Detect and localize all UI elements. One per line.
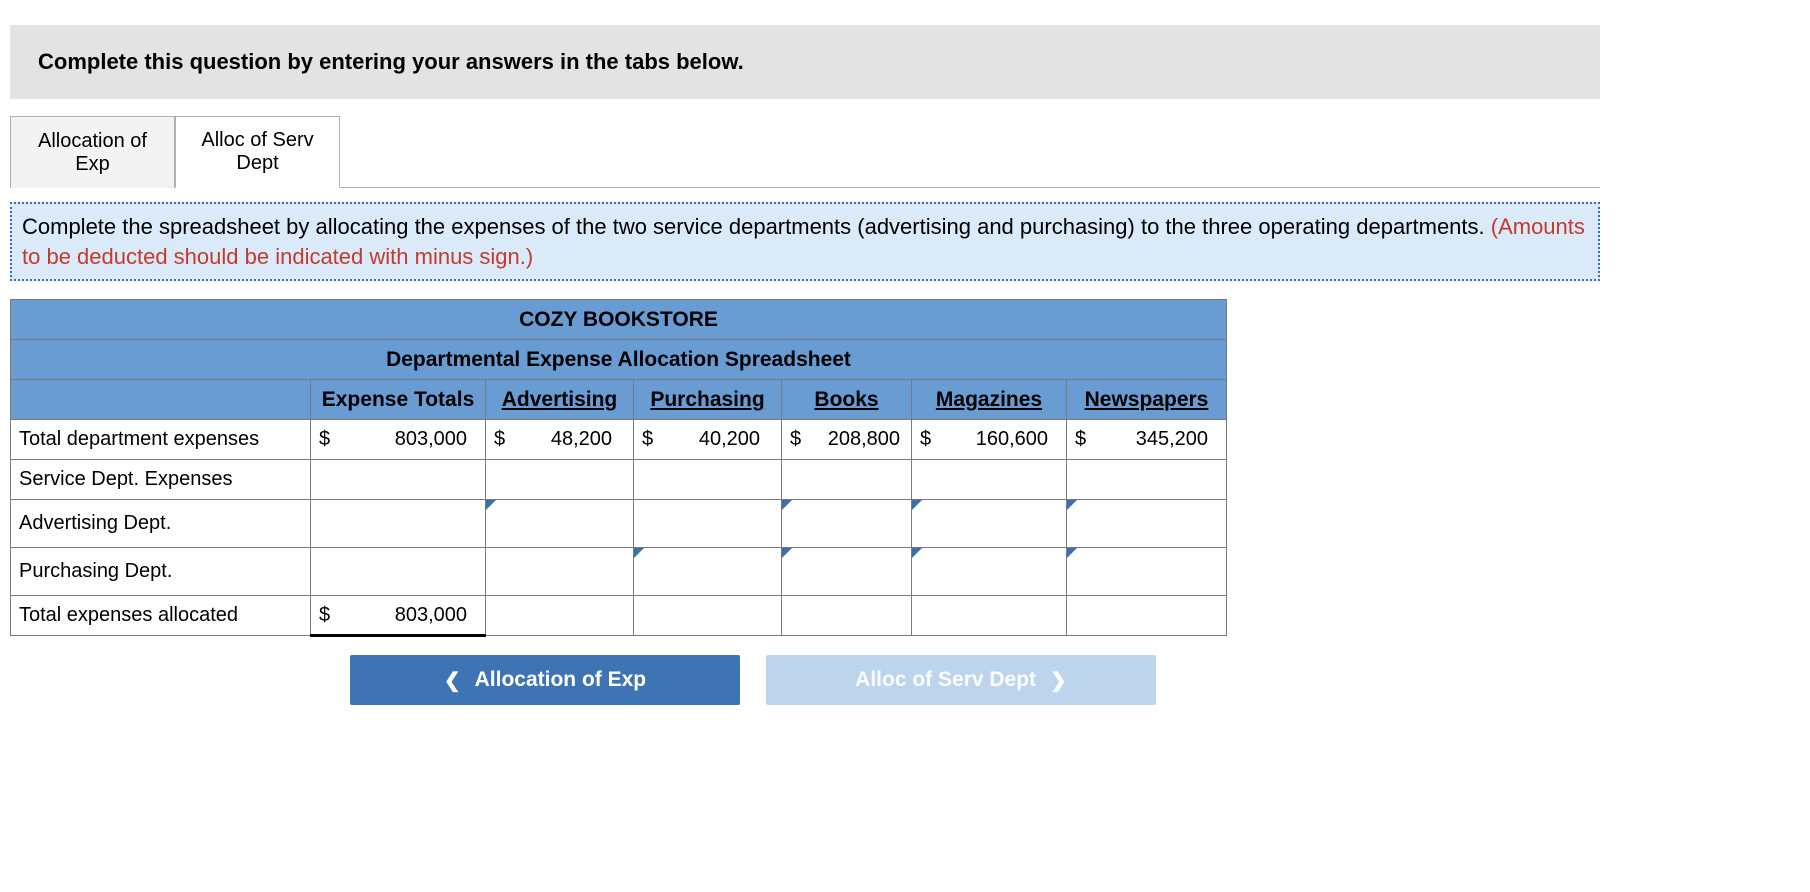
row-label: Service Dept. Expenses bbox=[11, 460, 311, 500]
next-button-label: Alloc of Serv Dept bbox=[855, 668, 1036, 692]
table-subtitle: Departmental Expense Allocation Spreadsh… bbox=[11, 340, 1227, 380]
cell-empty bbox=[912, 460, 1067, 500]
cell-empty bbox=[912, 596, 1067, 636]
col-header-advertising[interactable]: Advertising bbox=[486, 380, 634, 420]
instruction-box: Complete the spreadsheet by allocating t… bbox=[10, 202, 1600, 281]
cell-total-dept-books: $208,800 bbox=[782, 420, 912, 460]
input-purch-dept-books[interactable] bbox=[782, 548, 912, 596]
row-service-dept-expenses: Service Dept. Expenses bbox=[11, 460, 1227, 500]
cell-empty bbox=[634, 460, 782, 500]
row-total-expenses-allocated: Total expenses allocated $803,000 bbox=[11, 596, 1227, 636]
cell-total-dept-purch: $40,200 bbox=[634, 420, 782, 460]
next-alloc-of-serv-dept-button[interactable]: Alloc of Serv Dept ❯ bbox=[766, 655, 1156, 705]
cell-empty bbox=[634, 596, 782, 636]
cell-empty bbox=[634, 500, 782, 548]
col-header-expense-totals: Expense Totals bbox=[311, 380, 486, 420]
cell-empty bbox=[311, 460, 486, 500]
col-header-newspapers[interactable]: Newspapers bbox=[1067, 380, 1227, 420]
cell-total-dept-mags: $160,600 bbox=[912, 420, 1067, 460]
row-label: Advertising Dept. bbox=[11, 500, 311, 548]
cell-empty bbox=[486, 548, 634, 596]
instruction-text: Complete the spreadsheet by allocating t… bbox=[22, 214, 1491, 239]
col-header-books[interactable]: Books bbox=[782, 380, 912, 420]
col-header-purchasing[interactable]: Purchasing bbox=[634, 380, 782, 420]
chevron-right-icon: ❯ bbox=[1050, 668, 1067, 693]
cell-empty bbox=[782, 460, 912, 500]
cell-empty bbox=[1067, 460, 1227, 500]
cell-total-dept-adv: $48,200 bbox=[486, 420, 634, 460]
table-title: COZY BOOKSTORE bbox=[11, 300, 1227, 340]
cell-empty bbox=[486, 596, 634, 636]
input-purch-dept-newspapers[interactable] bbox=[1067, 548, 1227, 596]
row-advertising-dept: Advertising Dept. bbox=[11, 500, 1227, 548]
cell-empty bbox=[782, 596, 912, 636]
allocation-spreadsheet: COZY BOOKSTORE Departmental Expense Allo… bbox=[10, 299, 1227, 637]
row-label: Total expenses allocated bbox=[11, 596, 311, 636]
cell-empty bbox=[486, 460, 634, 500]
row-total-dept-expenses: Total department expenses $803,000 $48,2… bbox=[11, 420, 1227, 460]
prev-button-label: Allocation of Exp bbox=[475, 668, 647, 692]
col-header-magazines[interactable]: Magazines bbox=[912, 380, 1067, 420]
input-adv-dept-newspapers[interactable] bbox=[1067, 500, 1227, 548]
cell-empty bbox=[311, 500, 486, 548]
tab-alloc-of-serv-dept[interactable]: Alloc of Serv Dept bbox=[175, 116, 340, 188]
question-prompt: Complete this question by entering your … bbox=[10, 25, 1600, 99]
row-label: Total department expenses bbox=[11, 420, 311, 460]
col-header-blank bbox=[11, 380, 311, 420]
tabs-row: Allocation of Exp Alloc of Serv Dept bbox=[10, 115, 1600, 188]
input-purch-dept-magazines[interactable] bbox=[912, 548, 1067, 596]
input-adv-dept-advertising[interactable] bbox=[486, 500, 634, 548]
nav-buttons: ❮ Allocation of Exp Alloc of Serv Dept ❯ bbox=[350, 655, 1600, 705]
cell-total-dept-news: $345,200 bbox=[1067, 420, 1227, 460]
cell-total-dept-expt: $803,000 bbox=[311, 420, 486, 460]
cell-total-alloc-expt: $803,000 bbox=[311, 596, 486, 636]
cell-empty bbox=[311, 548, 486, 596]
tab-allocation-of-exp[interactable]: Allocation of Exp bbox=[10, 116, 175, 188]
cell-empty bbox=[1067, 596, 1227, 636]
chevron-left-icon: ❮ bbox=[444, 668, 461, 693]
prev-allocation-of-exp-button[interactable]: ❮ Allocation of Exp bbox=[350, 655, 740, 705]
input-adv-dept-magazines[interactable] bbox=[912, 500, 1067, 548]
row-purchasing-dept: Purchasing Dept. bbox=[11, 548, 1227, 596]
input-purch-dept-purchasing[interactable] bbox=[634, 548, 782, 596]
row-label: Purchasing Dept. bbox=[11, 548, 311, 596]
input-adv-dept-books[interactable] bbox=[782, 500, 912, 548]
